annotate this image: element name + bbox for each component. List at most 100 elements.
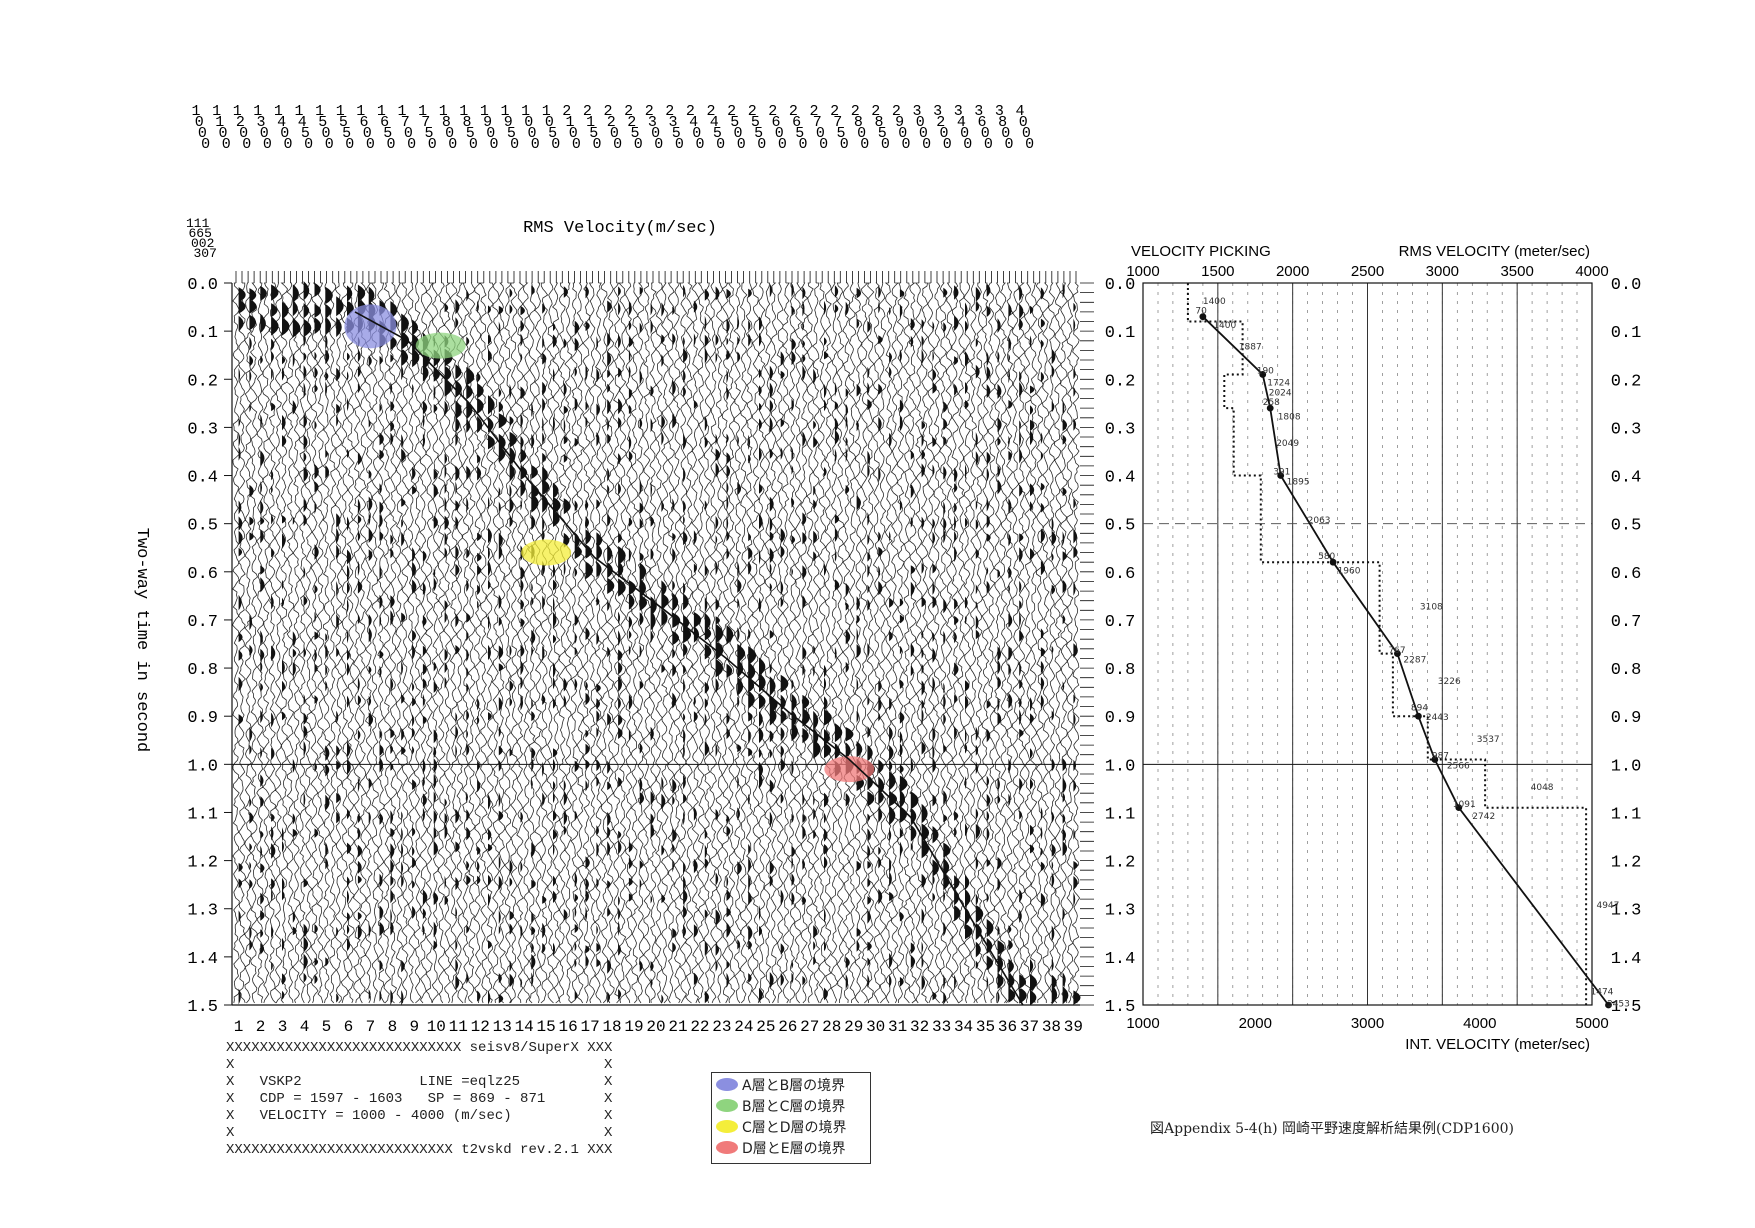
header-digit: 2 (562, 103, 571, 120)
header-digit: 0 (486, 125, 495, 142)
right-y-tick-label: 1.5 (1611, 998, 1642, 1017)
layer-boundary-legend: A層とB層の境界 B層とC層の境界 C層とD層の境界 D層とE層の境界 (711, 1072, 871, 1164)
rms-velocity-point (1394, 650, 1401, 658)
header-digit: 0 (778, 136, 787, 153)
left-y-tick-label: 1.4 (187, 950, 218, 969)
left-x-tick-label: 29 (844, 1018, 863, 1036)
header-digit: 1 (233, 103, 242, 120)
right-y-tick-label: 0.9 (1611, 709, 1642, 728)
header-digit: 5 (318, 114, 327, 131)
header-digit: 0 (222, 136, 231, 153)
header-digit: 5 (672, 125, 681, 142)
header-digit: 0 (695, 136, 704, 153)
left-x-tick-label: 39 (1064, 1018, 1083, 1036)
header-digit: 6 (380, 114, 389, 131)
header-digit: 0 (901, 136, 910, 153)
header-digit: 7 (401, 114, 410, 131)
header-digit: 1 (253, 103, 262, 120)
header-digit: 5 (630, 125, 639, 142)
header-digit: 3 (668, 114, 677, 131)
mid-y-tick-label: 0.3 (1105, 420, 1136, 439)
header-digit: 0 (524, 114, 533, 131)
velocity-point-label: 2443 (1426, 713, 1449, 723)
velocity-point-label: 1887 (1239, 343, 1262, 353)
velocity-point-label: 2287 (1403, 655, 1426, 665)
velocity-point-label: 580 (1318, 552, 1335, 562)
header-digit: 4 (277, 114, 286, 131)
left-x-tick-label: 9 (410, 1018, 420, 1036)
header-digit: 0 (283, 136, 292, 153)
mid-y-tick-label: 1.5 (1105, 998, 1136, 1017)
header-digit: 2 (236, 114, 245, 131)
left-x-tick-label: 17 (580, 1018, 599, 1036)
velocity-point-label: 894 (1411, 704, 1428, 714)
mid-y-tick-label: 1.4 (1105, 950, 1136, 969)
header-digit: 1 (565, 114, 574, 131)
right-y-tick-label: 0.5 (1611, 517, 1642, 536)
left-x-tick-label: 27 (800, 1018, 819, 1036)
header-digit: 3 (933, 103, 942, 120)
velocity-point-label: 1400 (1203, 297, 1226, 307)
legend-label-b-c: B層とC層の境界 (742, 1098, 846, 1115)
left-x-tick-label: 6 (344, 1018, 354, 1036)
header-digit: 4 (957, 114, 966, 131)
left-chart-y-label: Two-way time in second (132, 528, 151, 752)
int-tick-label: 5000 (1575, 1015, 1608, 1032)
header-digit: 7 (833, 114, 842, 131)
int-axis-label: INT. VELOCITY (meter/sec) (1405, 1036, 1590, 1053)
int-tick-label: 3000 (1351, 1015, 1384, 1032)
velocity-picking-title: VELOCITY PICKING (1131, 243, 1271, 260)
header-digit: 1 (191, 103, 200, 120)
header-digit: 0 (1022, 125, 1031, 142)
right-y-tick-label: 0.2 (1611, 372, 1642, 391)
header-digit: 0 (775, 125, 784, 142)
left-x-tick-label: 18 (602, 1018, 621, 1036)
header-digit: 0 (569, 125, 578, 142)
header-digit: 5 (466, 125, 475, 142)
left-y-tick-label: 0.9 (187, 709, 218, 728)
velocity-point-label: 2049 (1276, 439, 1299, 449)
mid-y-tick-label: 0.0 (1105, 276, 1136, 295)
right-y-tick-label: 0.3 (1611, 420, 1642, 439)
header-digit: 0 (325, 136, 334, 153)
header-digit: 3 (912, 103, 921, 120)
left-x-tick-label: 19 (624, 1018, 643, 1036)
velocity-picking-chart: 1000 1500 2000 2500 3000 3500 4000 1000 2000 3000… (1126, 243, 1641, 1053)
mid-y-tick-label: 1.0 (1105, 757, 1136, 776)
header-digit: 2 (727, 103, 736, 120)
header-digit: 1 (439, 103, 448, 120)
info-line-3: X VSKP2 LINE =eqlz25 X (226, 1074, 613, 1090)
header-digit: 2 (627, 114, 636, 131)
left-x-tick-label: 35 (976, 1018, 995, 1036)
legend-item-b-c: B層とC層の境界 (716, 1096, 870, 1115)
header-digit: 7 (813, 114, 822, 131)
int-tick-label: 4000 (1463, 1015, 1496, 1032)
header-digit: 8 (874, 114, 883, 131)
rms-velocity-point (1431, 756, 1439, 763)
mid-y-tick-label: 0.6 (1105, 565, 1136, 584)
right-edge-ticks (1080, 282, 1094, 1006)
left-x-tick-label: 24 (734, 1018, 753, 1036)
header-digit: 4 (689, 114, 698, 131)
right-y-tick-label: 1.1 (1611, 805, 1642, 824)
left-x-tick-label: 38 (1042, 1018, 1061, 1036)
header-digit: 2 (936, 114, 945, 131)
corner-digit: 002 (191, 236, 214, 251)
header-digit: 0 (260, 125, 269, 142)
velocity-point-label: 1400 (1213, 321, 1236, 331)
header-digit: 7 (421, 114, 430, 131)
header-digit: 5 (383, 125, 392, 142)
header-digit: 0 (510, 136, 519, 153)
velocity-point-label: 391 (1273, 468, 1290, 478)
left-x-tick-label: 5 (322, 1018, 332, 1036)
boundary-marker (521, 539, 572, 566)
velocity-point-label: 1091 (1453, 800, 1476, 810)
header-digit: 5 (342, 125, 351, 142)
left-x-tick-label: 36 (998, 1018, 1017, 1036)
header-digit: 2 (871, 103, 880, 120)
header-digit: 2 (583, 103, 592, 120)
boundary-marker (415, 332, 466, 359)
header-digit: 3 (974, 103, 983, 120)
left-y-tick-label: 0.8 (187, 661, 218, 680)
right-y-tick-label: 0.7 (1611, 613, 1642, 632)
